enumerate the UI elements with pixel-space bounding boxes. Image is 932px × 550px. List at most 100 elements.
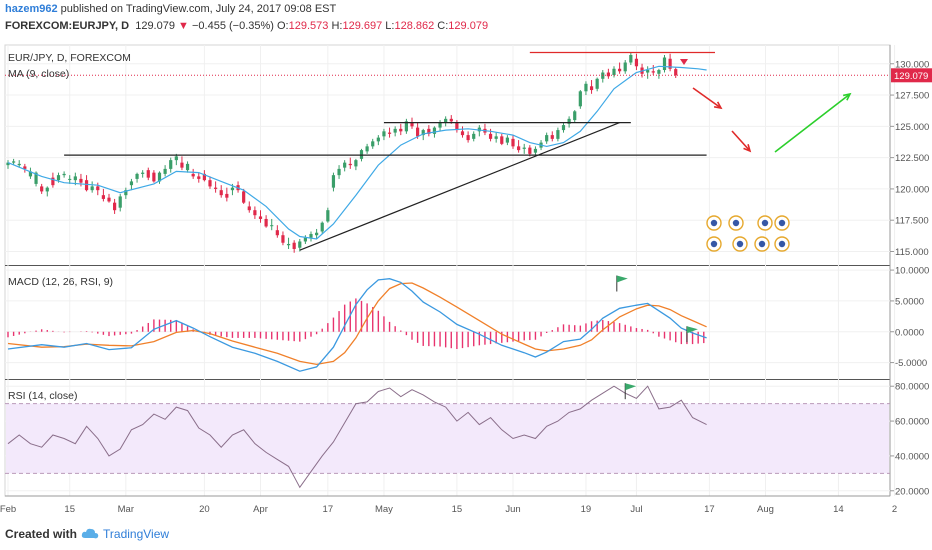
price-tick-label: 117.500 [895,216,929,227]
down-marker-icon [680,59,688,65]
candle-body [421,130,425,136]
candle-body [208,180,212,187]
candle-body [253,210,257,216]
price-tick-label: 122.500 [895,153,929,164]
tradingview-brand[interactable]: TradingView [103,527,170,541]
x-tick-label: Feb [0,504,16,515]
macd-flag-icon [616,275,628,283]
candle-body [365,146,369,152]
candle-body [230,187,235,191]
candle-body [84,180,89,191]
candle-body [528,147,532,154]
candle-body [197,176,201,179]
candle-body [612,68,616,76]
candle-body [185,163,190,171]
event-badge-icon [710,219,718,227]
published-text: published on TradingView.com, July 24, 2… [60,3,337,15]
candle-body [17,163,21,166]
candle-body [618,68,622,72]
candle-body [382,131,386,137]
candle-body [595,78,599,89]
low-value: 128.862 [394,20,435,32]
candle-body [488,133,493,139]
candle-body [258,216,263,219]
candle-body [505,137,509,143]
candle-body [264,218,268,227]
change-down-icon: ▼ [178,20,189,32]
macd-label: MACD (12, 26, RSI, 9) [8,276,114,288]
candle-body [303,237,307,242]
rsi-flag-icon [625,383,637,391]
macd-tick-label: 10.0000 [895,266,929,277]
candle-body [281,235,285,243]
candle-body [107,197,111,202]
candle-body [12,161,16,163]
candle-body [573,111,577,121]
candle-body [517,146,521,151]
red-arrow-head [713,101,723,110]
red-arrow [692,87,722,109]
candle-body [584,83,588,92]
candle-body [404,121,408,132]
trend-line [299,122,620,251]
candle-body [399,128,403,132]
last-price-tag-label: 129.079 [894,71,928,82]
x-tick-label: Aug [757,504,774,515]
candle-body [214,187,218,189]
candle-body [6,162,10,166]
candle-body [326,210,330,222]
candle-body [174,156,178,161]
candle-body [416,127,420,137]
candle-body [376,137,380,142]
candle-body [169,160,173,169]
x-tick-label: Mar [118,504,134,515]
candle-body [292,242,296,249]
candle-body [73,176,77,181]
macd-tick-label: 0.0000 [895,327,924,338]
x-tick-label: 14 [833,504,844,515]
candle-body [51,177,55,186]
x-tick-label: 15 [64,504,75,515]
rsi-label: RSI (14, close) [8,390,78,402]
candle-body [191,173,195,177]
symbol-info: FOREXCOM:EURJPY, D 129.079 ▼ −0.455 (−0.… [5,20,488,32]
rsi-band [6,403,889,474]
close-label: C: [437,20,449,32]
candle-body [494,136,498,139]
author-name[interactable]: hazem962 [5,3,58,15]
x-tick-label: 15 [452,504,463,515]
candle-body [359,150,364,159]
event-badge-icon [761,219,769,227]
candle-body [331,175,336,188]
candle-body [348,163,352,166]
candle-body [96,186,100,191]
green-arrow [774,93,851,153]
publish-info: hazem962 published on TradingView.com, J… [5,3,336,15]
candle-body [444,118,448,123]
candle-body [152,172,156,182]
ma-line [7,65,707,240]
candle-body [270,225,274,227]
candle-body [550,135,554,139]
event-badge-icon [778,240,786,248]
rsi-tick-label: 60.0000 [895,417,929,428]
candle-body [545,135,549,142]
open-value: 129.573 [288,20,329,32]
candle-body [371,141,375,147]
macd-flag-icon [686,326,698,334]
candle-body [533,148,538,153]
price-tick-label: 120.000 [895,184,929,195]
candle-body [410,122,414,127]
candle-body [674,69,678,76]
candle-body [634,58,639,67]
main-pane-title: EUR/JPY, D, FOREXCOM [8,52,131,64]
price-change: −0.455 (−0.35%) [191,20,274,32]
candle-body [141,172,145,174]
candle-body [129,181,134,186]
candle-body [180,162,184,168]
event-badge-icon [778,219,786,227]
candle-body [466,135,470,141]
macd-tick-label: -5.0000 [895,358,927,369]
ma-label: MA (9, close) [8,68,70,80]
